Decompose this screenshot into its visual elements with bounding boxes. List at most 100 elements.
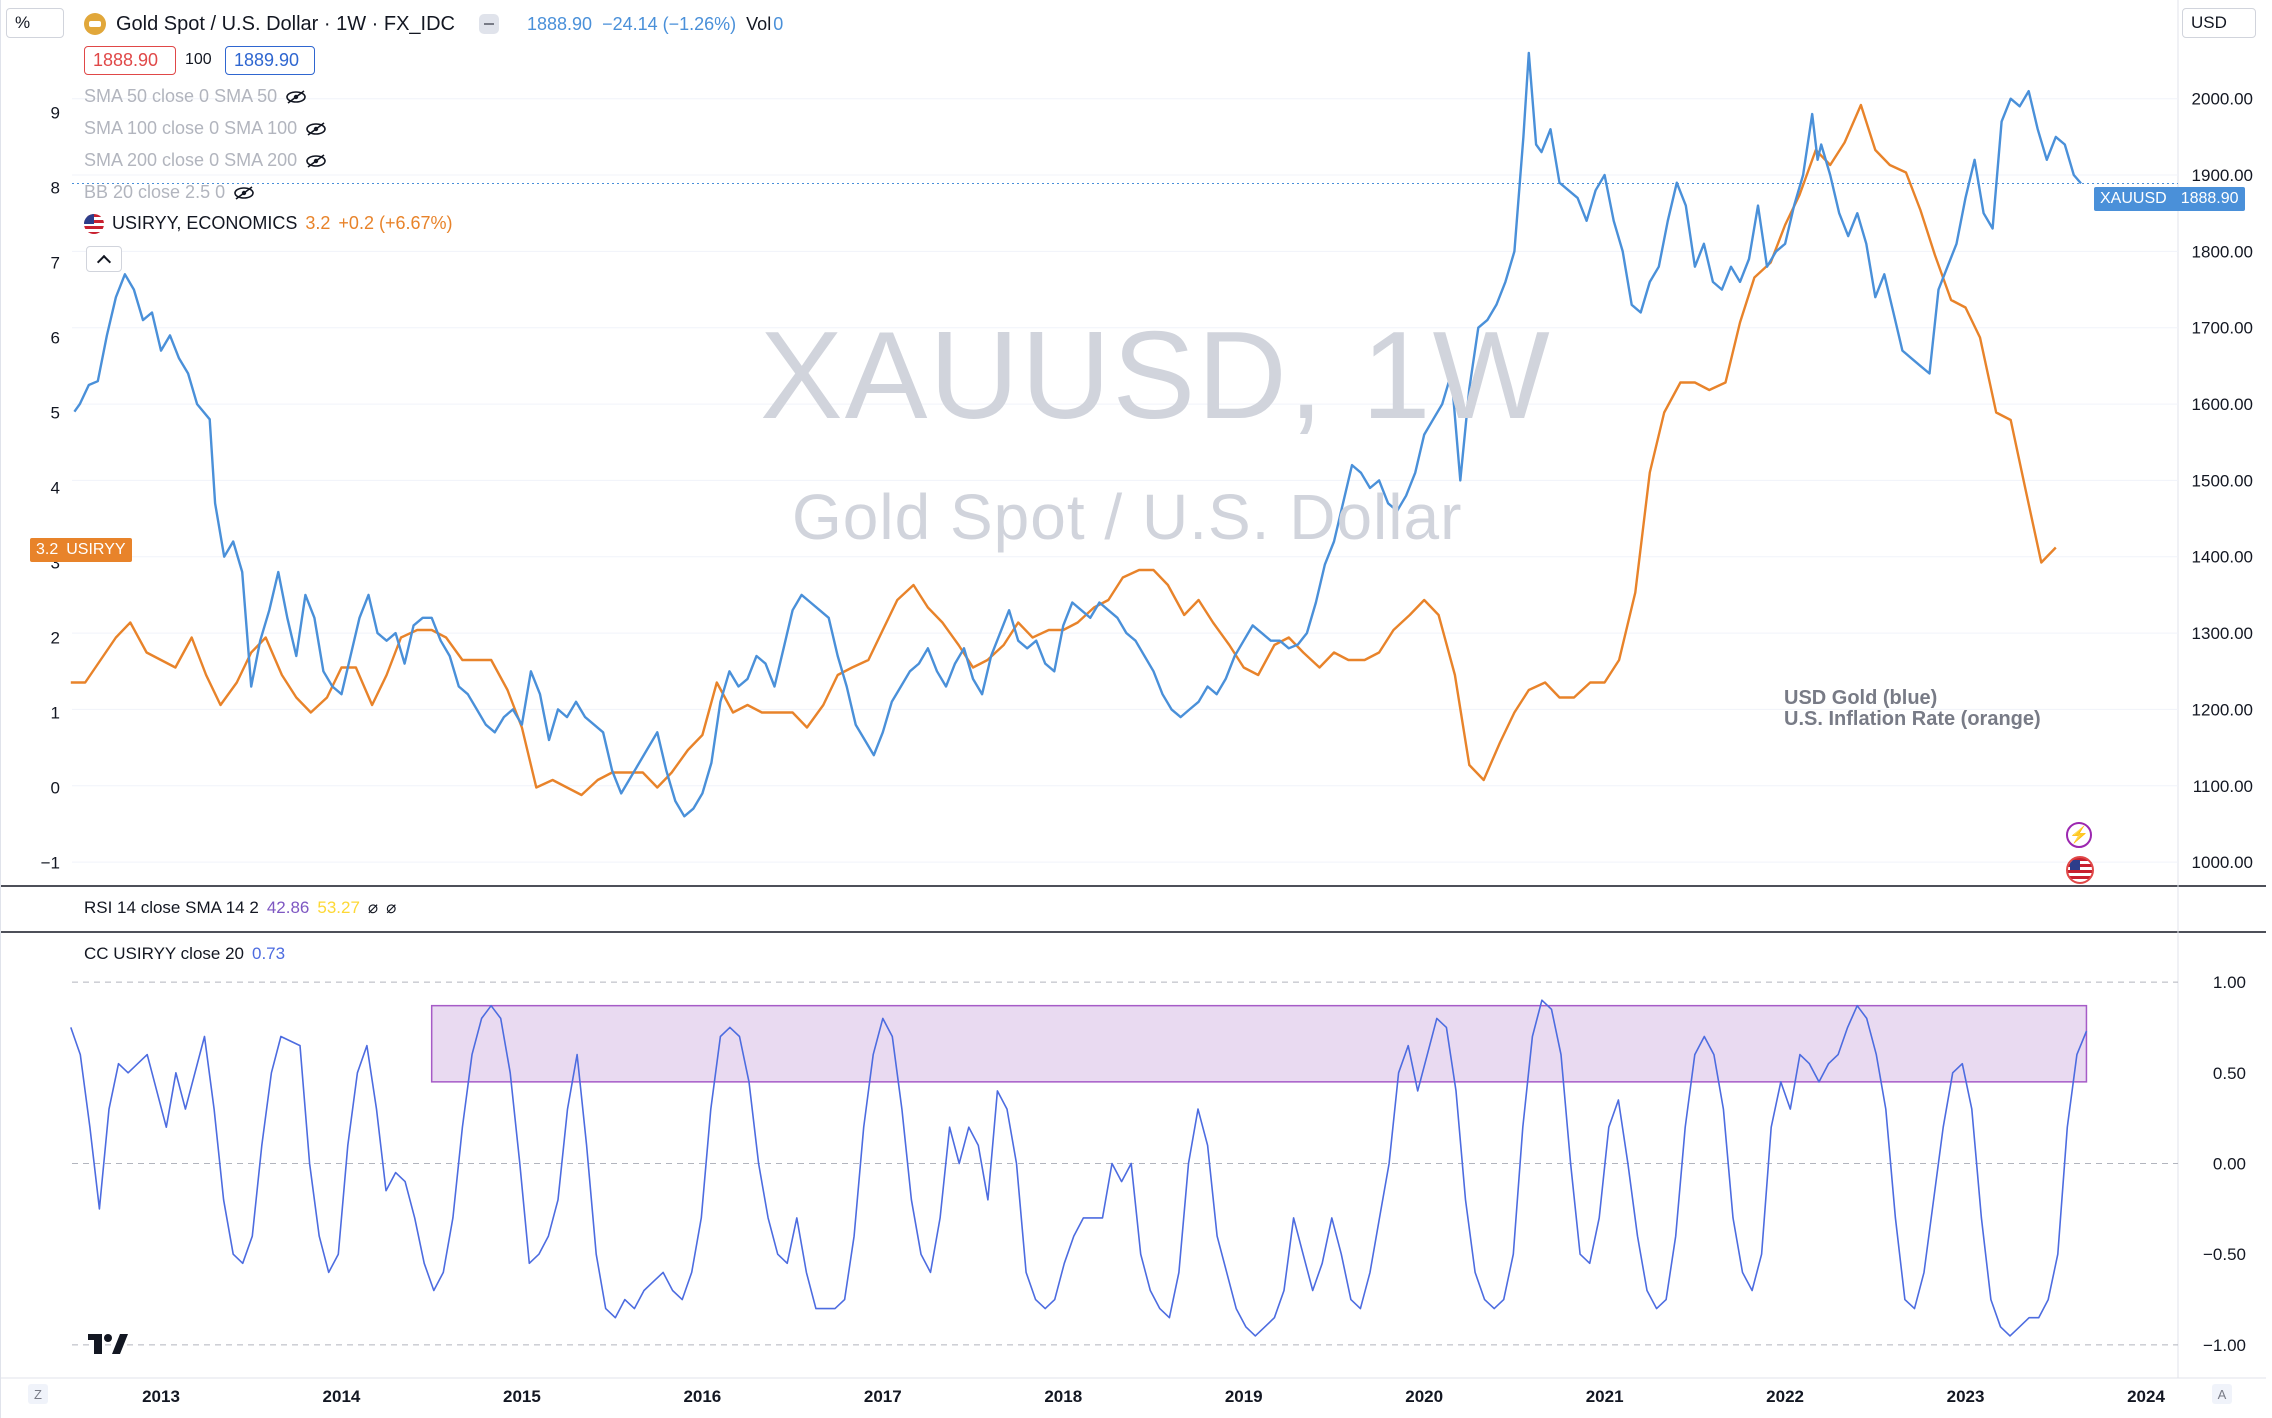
right-axis-tick-label: 1500.00 [2192, 471, 2253, 490]
right-axis-tick-label: 1100.00 [2193, 777, 2253, 796]
cc-axis-tick-label: 1.00 [2213, 973, 2246, 992]
symbol-title[interactable]: Gold Spot / U.S. Dollar · 1W · FX_IDC [116, 12, 455, 35]
indicator-label: SMA 100 close 0 SMA 100 [84, 118, 298, 138]
overlay-series-value: 3.2 [305, 213, 331, 233]
time-axis-tick-label: 2019 [1225, 1387, 1263, 1406]
auto-scale-left-button[interactable]: Z [28, 1384, 48, 1404]
time-axis-tick-label: 2013 [142, 1387, 180, 1406]
watermark-symbol: XAUUSD, 1W [760, 307, 1552, 445]
indicator-label: SMA 50 close 0 SMA 50 [84, 86, 278, 106]
a-label: A [2217, 1386, 2227, 1402]
right-axis-tick-label: 1800.00 [2192, 242, 2253, 261]
rsi-label: RSI 14 close SMA 14 2 [84, 898, 259, 917]
dividend-event-marker[interactable]: ⚡ [2066, 822, 2092, 848]
tradingview-logo[interactable] [88, 1332, 128, 1356]
z-label: Z [34, 1386, 42, 1402]
time-axis-tick-label: 2023 [1947, 1387, 1985, 1406]
bid-price: 1888.90 [93, 50, 159, 70]
rsi-value: 42.86 [266, 898, 310, 917]
hidden-eye-icon[interactable] [233, 185, 255, 200]
chart-annotation[interactable]: USD Gold (blue) U.S. Inflation Rate (ora… [1784, 688, 2041, 730]
indicator-sma200[interactable]: SMA 200 close 0 SMA 200 [84, 150, 327, 171]
left-axis-tick-label: 8 [51, 179, 60, 198]
annotation-line-2: U.S. Inflation Rate (orange) [1784, 708, 2041, 730]
hidden-eye-icon[interactable] [305, 153, 327, 168]
usiryy-tag-name: USIRYY [66, 541, 126, 558]
volume-value: 0 [773, 13, 784, 34]
right-axis-tick-label: 1000.00 [2192, 853, 2253, 872]
auto-scale-right-button[interactable]: A [2212, 1384, 2232, 1404]
price-tag-symbol: XAUUSD [2100, 190, 2167, 207]
time-axis-tick-label: 2020 [1405, 1387, 1443, 1406]
empty-set-icon: ⌀ [367, 898, 379, 917]
hidden-eye-icon[interactable] [305, 121, 327, 136]
cc-axis-tick-label: −1.00 [2203, 1336, 2246, 1355]
currency-button[interactable]: USD [2182, 8, 2256, 38]
highlight-rectangle[interactable] [430, 1004, 2088, 1083]
indicator-sma50[interactable]: SMA 50 close 0 SMA 50 [84, 86, 307, 107]
price-axis-tag: XAUUSD 1888.90 [2094, 187, 2245, 211]
us-flag-icon [84, 213, 104, 234]
right-axis-tick-label: 1600.00 [2192, 395, 2253, 414]
time-axis-tick-label: 2018 [1044, 1387, 1082, 1406]
collapse-legend-button[interactable] [86, 246, 122, 272]
ask-price: 1889.90 [234, 50, 300, 70]
left-axis-tick-label: 3 [51, 554, 60, 573]
cc-axis-tick-label: 0.50 [2213, 1064, 2246, 1083]
right-axis-tick-label: 1200.00 [2192, 700, 2253, 719]
sell-price-box[interactable]: 1888.90 [84, 46, 176, 75]
us-flag-icon [2070, 860, 2080, 870]
left-axis-tick-label: 6 [51, 329, 60, 348]
indicator-label: SMA 200 close 0 SMA 200 [84, 150, 298, 170]
symbol-legend: Gold Spot / U.S. Dollar · 1W · FX_IDC 18… [84, 10, 783, 38]
indicator-sma100[interactable]: SMA 100 close 0 SMA 100 [84, 118, 327, 139]
economic-event-marker[interactable] [2066, 856, 2094, 884]
volume-label: Vol [746, 13, 772, 34]
cc-axis-tick-label: 0.00 [2213, 1155, 2246, 1174]
currency-label: USD [2191, 13, 2227, 32]
chevron-up-icon [96, 254, 112, 269]
overlay-series-change: +0.2 (+6.67%) [338, 213, 453, 233]
spread-value: 100 [185, 51, 212, 68]
cc-legend[interactable]: CC USIRYY close 20 0.73 [84, 944, 285, 964]
overlay-series-name: USIRYY, ECONOMICS [112, 213, 298, 233]
overlay-series-legend[interactable]: USIRYY, ECONOMICS 3.2 +0.2 (+6.67%) [84, 213, 453, 234]
watermark-description: Gold Spot / U.S. Dollar [792, 481, 1463, 553]
gold-series-line[interactable] [73, 51, 2082, 818]
tradingview-logo-icon [88, 1334, 128, 1354]
right-axis-tick-label: 1400.00 [2192, 548, 2253, 567]
annotation-line-1: USD Gold (blue) [1784, 687, 1938, 709]
lightning-icon: ⚡ [2069, 827, 2089, 844]
left-axis-tick-label: 1 [51, 704, 60, 723]
usiryy-axis-tag: 3.2 USIRYY [30, 538, 132, 562]
right-axis-tick-label: 2000.00 [2192, 90, 2253, 109]
last-price: 1888.90 [526, 13, 593, 34]
time-axis-tick-label: 2014 [323, 1387, 361, 1406]
cc-label: CC USIRYY close 20 [84, 944, 244, 963]
hidden-eye-icon[interactable] [285, 89, 307, 104]
inflation-series-line[interactable] [70, 103, 2057, 797]
left-axis-tick-label: 5 [51, 404, 60, 423]
left-axis-tick-label: 0 [51, 779, 60, 798]
price-tag-value: 1888.90 [2180, 190, 2239, 207]
time-axis-tick-label: 2016 [683, 1387, 721, 1406]
usiryy-tag-value: 3.2 [36, 541, 59, 558]
right-axis-tick-label: 1900.00 [2192, 166, 2253, 185]
time-axis-tick-label: 2015 [503, 1387, 541, 1406]
time-axis-tick-label: 2017 [864, 1387, 902, 1406]
indicator-bb[interactable]: BB 20 close 2.5 0 [84, 182, 255, 203]
correlation-series-line[interactable] [70, 999, 2088, 1337]
time-axis-tick-label: 2021 [1586, 1387, 1624, 1406]
rsi-legend[interactable]: RSI 14 close SMA 14 2 42.86 53.27 ⌀ ⌀ [84, 898, 396, 918]
empty-set-icon: ⌀ [386, 898, 397, 917]
left-axis-tick-label: −1 [41, 854, 60, 873]
hide-legend-icon[interactable] [478, 14, 499, 34]
time-axis-tick-label: 2024 [2127, 1387, 2165, 1406]
left-axis-tick-label: 9 [51, 104, 60, 123]
right-axis-tick-label: 1300.00 [2192, 624, 2253, 643]
percent-scale-button[interactable]: % [6, 8, 64, 38]
buy-price-box[interactable]: 1889.90 [225, 46, 315, 75]
percent-label: % [15, 13, 31, 32]
